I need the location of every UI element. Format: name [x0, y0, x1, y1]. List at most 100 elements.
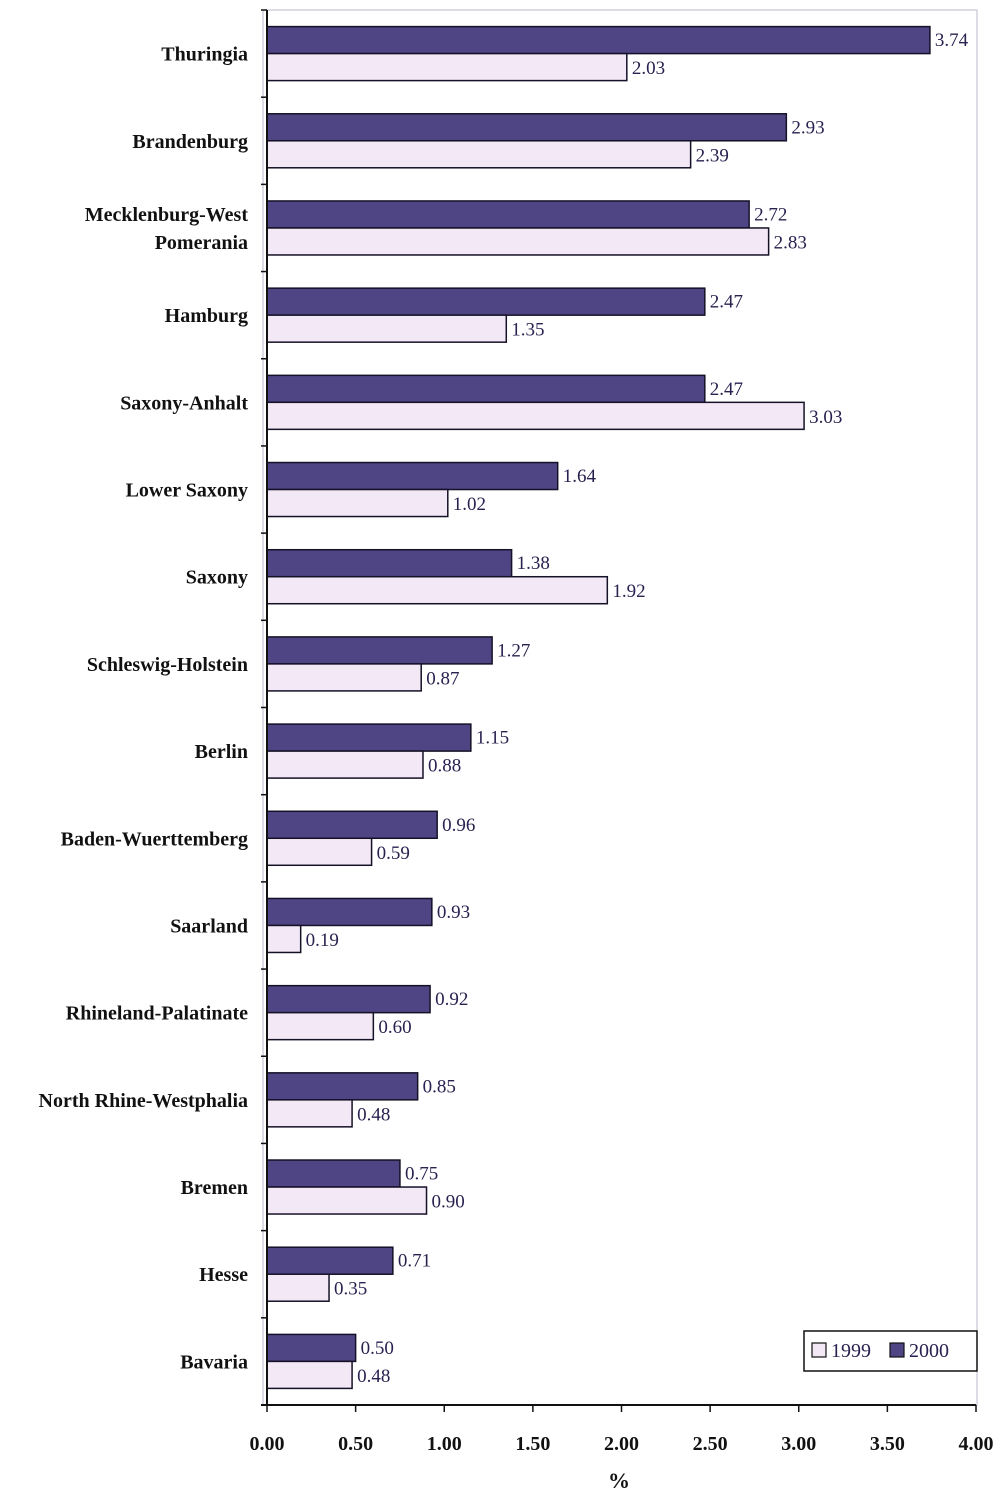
value-label-2000-bremen: 0.75 [405, 1164, 438, 1185]
bar-2000-north-rhine-westphalia [266, 1072, 419, 1101]
x-tick-label: 1.50 [515, 1433, 550, 1455]
category-label-mecklenburg-west-pomerania-line2: Pomerania [155, 232, 248, 254]
bar-2000-bavaria [266, 1333, 357, 1363]
x-tick-label: 1.00 [427, 1433, 462, 1455]
bar-2000-saxony [266, 548, 513, 578]
legend-label-2000: 2000 [909, 1340, 949, 1362]
category-label-mecklenburg-west-pomerania-line1: Mecklenburg-West [85, 204, 249, 226]
value-label-1999-baden-wuerttemberg: 0.59 [377, 843, 410, 864]
value-label-1999-thuringia: 2.03 [632, 58, 665, 79]
x-tick-label: 2.00 [604, 1433, 639, 1455]
bar-2000-brandenburg [266, 113, 788, 142]
value-labels-group: 3.74 2.03 2.93 2.39 2.72 2.83 2.47 1.35 2.47 3.03… [306, 30, 969, 1387]
value-label-2000-berlin: 1.15 [476, 728, 509, 749]
category-label-brandenburg: Brandenburg [132, 131, 248, 153]
value-label-2000-saxony: 1.38 [517, 553, 550, 574]
bar-2000-saarland [266, 897, 433, 927]
category-label-schleswig-holstein: Schleswig-Holstein [87, 654, 248, 676]
value-label-1999-mecklenburg-west-pomerania: 2.83 [774, 232, 807, 253]
category-label-rhineland-palatinate: Rhineland-Palatinate [66, 1003, 248, 1025]
bar-1999-saarland [266, 924, 302, 954]
bar-1999-hesse [266, 1273, 330, 1302]
value-label-1999-saarland: 0.19 [306, 930, 339, 951]
value-label-2000-schleswig-holstein: 1.27 [497, 640, 530, 661]
bar-1999-brandenburg [266, 140, 692, 169]
legend-swatch-2000 [889, 1342, 905, 1358]
legend-swatch-1999 [811, 1342, 827, 1358]
value-label-1999-saxony-anhalt: 3.03 [809, 407, 842, 428]
x-tick-label: 2.50 [693, 1433, 728, 1455]
category-label-berlin: Berlin [195, 741, 248, 763]
bar-1999-bavaria [266, 1360, 353, 1390]
category-label-bremen: Bremen [181, 1177, 248, 1199]
value-label-1999-schleswig-holstein: 0.87 [426, 668, 459, 689]
bar-1999-baden-wuerttemberg [266, 837, 373, 867]
category-label-hamburg: Hamburg [165, 305, 248, 327]
x-tick-label: 0.00 [250, 1433, 285, 1455]
value-label-2000-baden-wuerttemberg: 0.96 [442, 815, 475, 836]
value-label-2000-north-rhine-westphalia: 0.85 [423, 1076, 456, 1097]
category-label-saarland: Saarland [170, 915, 248, 937]
value-label-2000-mecklenburg-west-pomerania: 2.72 [754, 204, 787, 225]
x-tick-label: 3.00 [781, 1433, 816, 1455]
bar-2000-berlin [266, 723, 472, 752]
value-label-2000-saxony-anhalt: 2.47 [710, 379, 743, 400]
bar-2000-hamburg [266, 287, 706, 316]
value-label-2000-thuringia: 3.74 [935, 30, 969, 51]
x-axis-title: % [608, 1468, 630, 1493]
value-label-1999-lower-saxony: 1.02 [453, 494, 486, 515]
value-label-2000-rhineland-palatinate: 0.92 [435, 989, 468, 1010]
bar-1999-saxony-anhalt [266, 401, 805, 431]
x-tick-label: 0.50 [338, 1433, 373, 1455]
value-label-2000-bavaria: 0.50 [361, 1338, 394, 1359]
bar-2000-lower-saxony [266, 461, 559, 491]
value-label-2000-lower-saxony: 1.64 [563, 466, 597, 487]
bar-2000-thuringia [266, 25, 931, 55]
x-tick-labels-group: 0.00 0.50 1.00 1.50 2.00 2.50 3.00 3.50 4.00 [250, 1433, 994, 1455]
value-label-2000-saarland: 0.93 [437, 902, 470, 923]
bar-1999-north-rhine-westphalia [266, 1099, 353, 1128]
legend: 1999 2000 [803, 1330, 978, 1372]
category-label-bavaria: Bavaria [180, 1351, 248, 1373]
category-label-baden-wuerttemberg: Baden-Wuerttemberg [61, 828, 248, 850]
category-label-thuringia: Thuringia [161, 44, 248, 66]
value-label-2000-hesse: 0.71 [398, 1251, 431, 1272]
value-label-1999-brandenburg: 2.39 [696, 145, 729, 166]
value-label-1999-rhineland-palatinate: 0.60 [378, 1017, 411, 1038]
category-label-hesse: Hesse [199, 1264, 248, 1286]
category-label-lower-saxony: Lower Saxony [126, 480, 248, 502]
value-label-2000-brandenburg: 2.93 [791, 117, 824, 138]
category-label-saxony-anhalt: Saxony-Anhalt [120, 392, 248, 414]
value-label-1999-north-rhine-westphalia: 0.48 [357, 1104, 390, 1125]
bar-2000-saxony-anhalt [266, 374, 706, 404]
value-label-1999-hesse: 0.35 [334, 1279, 367, 1300]
value-label-1999-hamburg: 1.35 [511, 320, 544, 341]
bar-2000-bremen [266, 1159, 401, 1188]
value-label-1999-bavaria: 0.48 [357, 1366, 390, 1387]
x-tick-label: 3.50 [870, 1433, 905, 1455]
bar-1999-berlin [266, 750, 424, 779]
x-tick-label: 4.00 [959, 1433, 994, 1455]
bars-group [266, 25, 931, 1390]
value-label-2000-hamburg: 2.47 [710, 292, 743, 313]
bar-1999-schleswig-holstein [266, 663, 422, 692]
bar-2000-schleswig-holstein [266, 636, 493, 665]
bar-1999-lower-saxony [266, 488, 449, 518]
value-label-1999-bremen: 0.90 [432, 1192, 465, 1213]
bar-1999-mecklenburg-west-pomerania [266, 227, 770, 256]
value-label-1999-berlin: 0.88 [428, 756, 461, 777]
bar-1999-hamburg [266, 314, 508, 343]
bar-1999-thuringia [266, 52, 628, 82]
bar-2000-baden-wuerttemberg [266, 810, 438, 840]
legend-label-1999: 1999 [831, 1340, 871, 1362]
category-label-north-rhine-westphalia: North Rhine-Westphalia [39, 1090, 248, 1112]
value-label-1999-saxony: 1.92 [612, 581, 645, 602]
bar-1999-saxony [266, 575, 609, 605]
bar-1999-rhineland-palatinate [266, 1011, 375, 1041]
category-labels-group: Thuringia Brandenburg Mecklenburg-West Pome… [39, 44, 249, 1374]
bar-2000-rhineland-palatinate [266, 984, 431, 1014]
bar-2000-mecklenburg-west-pomerania [266, 200, 750, 229]
category-label-saxony: Saxony [186, 567, 248, 589]
bar-2000-hesse [266, 1246, 394, 1275]
